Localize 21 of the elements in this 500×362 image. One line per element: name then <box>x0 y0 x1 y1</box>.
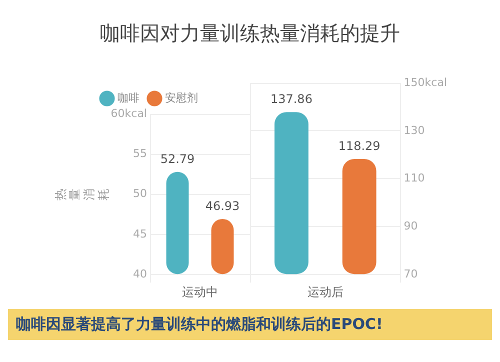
text: 咖啡因显著提高了力量训练中的燃脂和训练后的EPOC! <box>8 309 492 340</box>
y-axis-title: 热量消耗 <box>53 188 111 200</box>
y-tick-label: 60kcal <box>110 106 147 120</box>
y2-tick-label: 110 <box>404 172 425 185</box>
data-label: 137.86 <box>270 92 312 106</box>
legend-label: 安慰剂 <box>165 91 198 104</box>
y2-tick-label: 130 <box>404 124 425 137</box>
data-label: 52.79 <box>160 152 195 166</box>
y2-tick-label: 150kcal <box>404 76 448 89</box>
y2-tick-label: 70 <box>404 267 418 280</box>
x-tick-label: 运动后 <box>307 284 344 299</box>
y-tick-label: 55 <box>133 147 147 160</box>
chart-title: 咖啡因对力量训练热量消耗的提升 <box>99 20 401 47</box>
legend-label: 咖啡 <box>118 91 140 104</box>
data-label: 46.93 <box>205 199 240 214</box>
x-tick-label: 运动中 <box>182 284 218 299</box>
y-tick-label: 50 <box>133 187 147 200</box>
y-tick-label: 45 <box>133 227 147 240</box>
y-tick-label: 40 <box>133 267 147 280</box>
y2-tick-label: 90 <box>404 220 418 233</box>
data-label: 118.29 <box>338 139 380 154</box>
